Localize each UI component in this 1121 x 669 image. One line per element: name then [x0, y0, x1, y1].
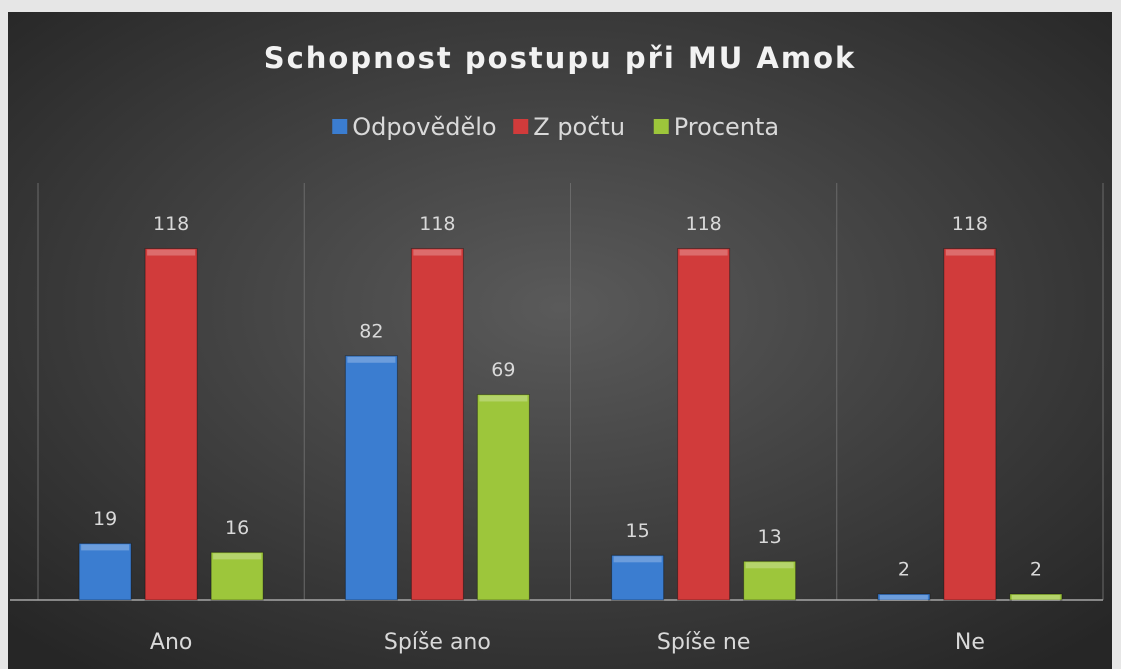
bar-highlight [347, 356, 396, 363]
data-label: 69 [491, 359, 515, 381]
bar [344, 355, 398, 601]
data-label: 2 [1030, 559, 1042, 581]
x-tick-label: Spíše ano [384, 630, 491, 655]
legend-label: Procenta [674, 113, 779, 141]
bar [743, 560, 797, 601]
bar [144, 248, 198, 601]
bar [1009, 593, 1063, 601]
bar [410, 248, 464, 601]
data-label: 15 [626, 520, 650, 542]
bar [677, 248, 731, 601]
bar-highlight [613, 556, 662, 563]
bar [210, 551, 264, 601]
bar-highlight [213, 553, 262, 560]
legend-swatch [653, 119, 669, 134]
data-label: 118 [419, 213, 455, 235]
bar-highlight [81, 544, 130, 551]
bar-highlight [745, 562, 794, 569]
bar [476, 393, 530, 601]
legend-label: Z počtu [533, 113, 625, 141]
data-label: 82 [359, 320, 383, 342]
bar-highlight [945, 249, 994, 256]
bar-highlight [413, 249, 462, 256]
bar-highlight [879, 595, 928, 601]
bar-highlight [479, 395, 528, 402]
bar-highlight [679, 249, 728, 256]
chart-title: Schopnost postupu při MU Amok [264, 41, 857, 75]
data-label: 19 [93, 508, 117, 530]
bar-highlight [1011, 595, 1060, 601]
x-tick-label: Spíše ne [657, 630, 751, 655]
bar [943, 248, 997, 601]
x-tick-label: Ano [150, 630, 192, 655]
data-label: 16 [225, 517, 249, 539]
bar-highlight [147, 249, 196, 256]
x-tick-label: Ne [955, 630, 985, 655]
bar [78, 542, 132, 601]
data-label: 13 [758, 526, 782, 548]
legend-label: Odpovědělo [352, 113, 496, 141]
data-label: 2 [898, 559, 910, 581]
legend-swatch [332, 119, 348, 134]
bar [877, 593, 931, 601]
legend-swatch [513, 119, 529, 134]
bar [611, 554, 665, 601]
data-label: 118 [685, 213, 721, 235]
data-label: 118 [952, 213, 988, 235]
data-label: 118 [153, 213, 189, 235]
